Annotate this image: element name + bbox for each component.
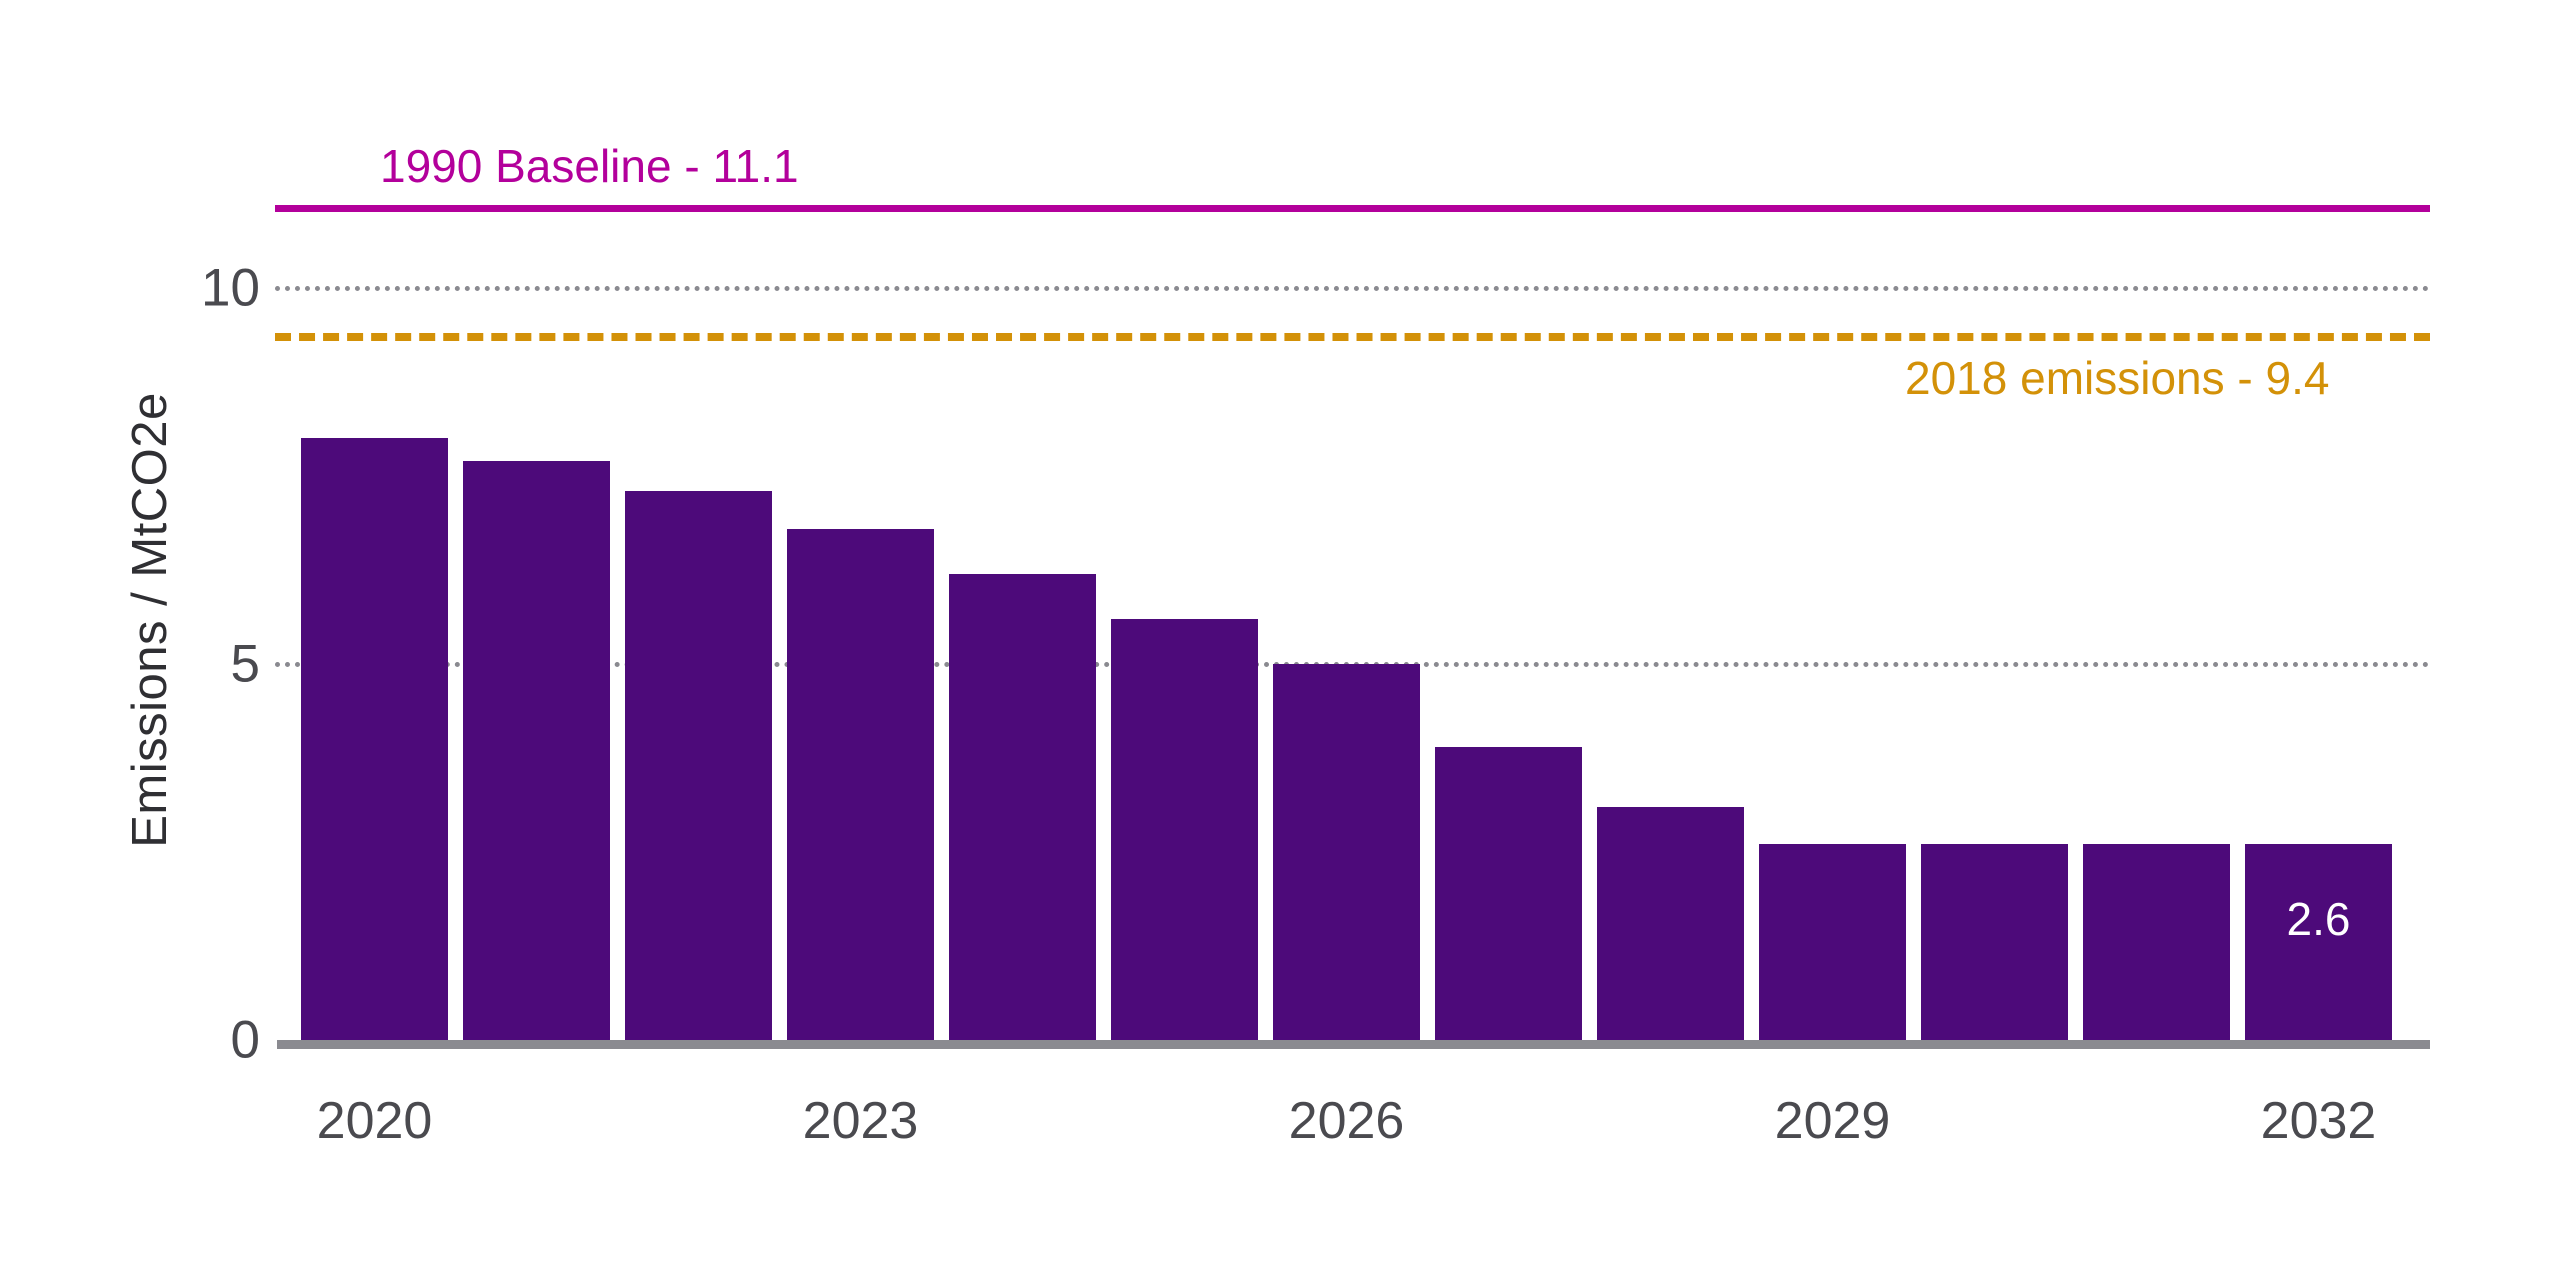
bar-2028[interactable] (1597, 806, 1744, 1040)
bar-value-label-2032: 2.6 (2286, 893, 2351, 946)
x-tick-label-2026: 2026 (1288, 1092, 1405, 1150)
reference-line-1990-baseline (275, 205, 2430, 213)
bar-2026[interactable] (1273, 664, 1420, 1040)
bar-2027[interactable] (1435, 746, 1582, 1040)
bar-2030[interactable] (1921, 844, 2068, 1040)
bar-2031[interactable] (2083, 844, 2230, 1040)
reference-label-1990-baseline: 1990 Baseline - 11.1 (380, 140, 799, 193)
bar-2029[interactable] (1759, 844, 1906, 1040)
x-tick-label-2029: 2029 (1774, 1092, 1891, 1150)
reference-label-2018-emissions: 2018 emissions - 9.4 (1905, 352, 2330, 405)
bar-2021[interactable] (463, 460, 610, 1040)
bar-2024[interactable] (949, 573, 1096, 1040)
bar-2020[interactable] (301, 438, 448, 1040)
x-tick-label-2023: 2023 (802, 1092, 919, 1150)
plot-area: 1990 Baseline - 11.1 2018 emissions - 9.4… (275, 0, 2430, 1275)
y-tick-label-5: 5 (230, 634, 260, 694)
y-tick-label-10: 10 (201, 258, 260, 318)
y-axis-tick-labels: 0 5 10 (140, 0, 260, 1275)
bar-2025[interactable] (1111, 618, 1258, 1040)
reference-line-2018-emissions (275, 333, 2430, 342)
bar-2032[interactable]: 2.6 (2245, 844, 2392, 1040)
x-tick-label-2032: 2032 (2260, 1092, 2377, 1150)
bar-2023[interactable] (787, 528, 934, 1040)
x-axis-line (277, 1040, 2430, 1049)
gridline-y-10 (275, 286, 2430, 291)
y-tick-label-0: 0 (230, 1010, 260, 1070)
bar-2022[interactable] (625, 491, 772, 1040)
x-tick-label-2020: 2020 (316, 1092, 433, 1150)
